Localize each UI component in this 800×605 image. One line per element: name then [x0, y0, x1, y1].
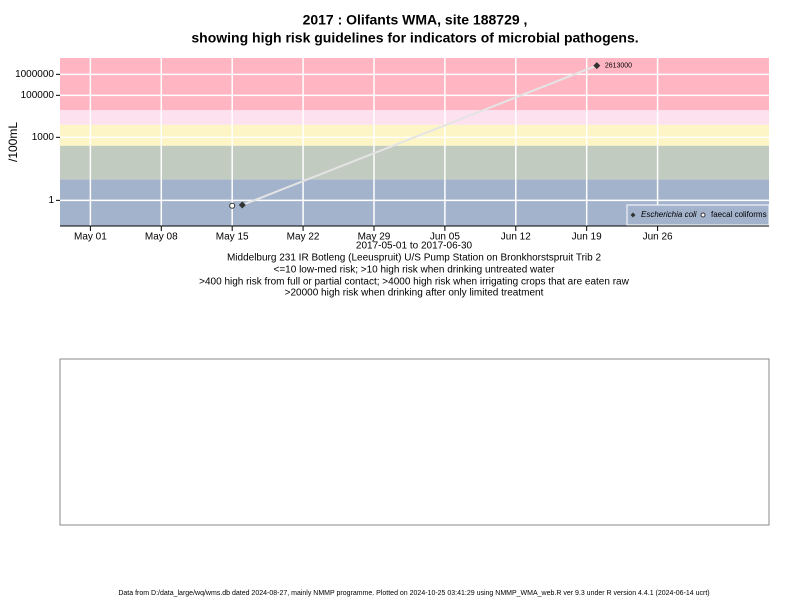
series-line	[241, 64, 598, 206]
annotation: >20000 high risk when drinking after onl…	[285, 288, 544, 299]
empty-panel	[59, 358, 770, 526]
y-tick-label: 1000	[32, 132, 55, 143]
data-point	[593, 62, 601, 70]
chart-subtitle: showing high risk guidelines for indicat…	[191, 30, 638, 46]
legend-label: Escherichia coli	[641, 210, 697, 219]
y-axis-label: /100mL	[6, 122, 20, 162]
data-point	[238, 201, 246, 209]
x-tick-label: Jun 12	[501, 232, 531, 243]
legend-marker	[630, 212, 636, 218]
risk-band	[60, 58, 769, 111]
footer: Data from D:/data_large/wq/wms.db dated …	[118, 590, 709, 597]
legend-marker	[700, 212, 706, 218]
risk-band	[60, 124, 769, 146]
chart-title: 2017 : Olifants WMA, site 188729 ,	[303, 12, 528, 28]
y-tick-label: 100000	[21, 90, 55, 101]
x-axis-label: 2017-05-01 to 2017-06-30	[356, 241, 473, 252]
x-tick-label: May 01	[74, 232, 107, 243]
x-tick-label: May 08	[145, 232, 178, 243]
site-name: Middelburg 231 IR Botleng (Leeuspruit) U…	[227, 253, 602, 264]
x-tick-label: Jun 05	[430, 232, 460, 243]
x-tick-label: May 29	[358, 232, 391, 243]
x-tick-label: Jun 26	[643, 232, 673, 243]
annotation: <=10 low-med risk; >10 high risk when dr…	[274, 265, 556, 276]
legend-label: faecal coliforms	[711, 210, 767, 219]
risk-band	[60, 110, 769, 125]
data-label: 2613000	[605, 62, 632, 69]
annotation: >400 high risk from full or partial cont…	[199, 277, 629, 288]
x-tick-label: May 15	[216, 232, 249, 243]
y-tick-label: 1000000	[15, 69, 54, 80]
y-tick-label: 1	[48, 195, 54, 206]
data-point	[229, 202, 236, 209]
risk-band	[60, 145, 769, 180]
x-tick-label: May 22	[287, 232, 320, 243]
legend-box	[626, 204, 770, 226]
x-tick-label: Jun 19	[572, 232, 602, 243]
